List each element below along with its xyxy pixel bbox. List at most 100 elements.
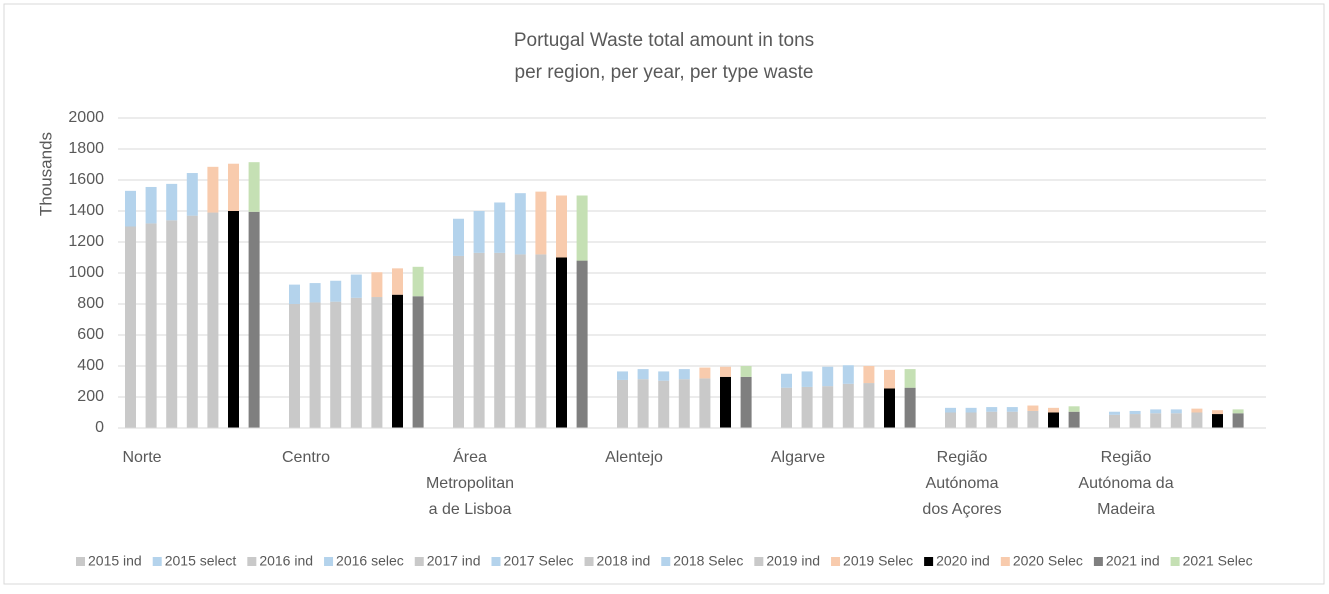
bar-segment bbox=[473, 211, 485, 253]
x-tick-label-line: Região bbox=[1101, 449, 1152, 466]
bar-segment bbox=[740, 366, 752, 377]
bar-segment bbox=[576, 195, 588, 261]
y-axis-label: Thousands bbox=[36, 132, 55, 216]
legend-swatch bbox=[247, 557, 257, 566]
legend-swatch bbox=[414, 557, 424, 566]
bar-segment bbox=[637, 369, 649, 380]
legend-label: 2019 ind bbox=[766, 553, 820, 569]
y-tick-label: 200 bbox=[77, 388, 104, 405]
bar-segment bbox=[1068, 406, 1080, 412]
bar-segment bbox=[248, 162, 260, 212]
bar-segment bbox=[1170, 409, 1182, 414]
bar-segment bbox=[1027, 410, 1039, 428]
bar-segment bbox=[884, 388, 895, 428]
bar-segment bbox=[1150, 409, 1162, 414]
bar-segment bbox=[145, 186, 157, 224]
bar-segment bbox=[145, 223, 157, 428]
legend-label: 2020 Selec bbox=[1013, 553, 1083, 569]
bar-segment bbox=[1027, 405, 1039, 411]
bar-segment bbox=[207, 212, 219, 428]
legend-swatch bbox=[584, 557, 594, 566]
bar-segment bbox=[392, 268, 403, 295]
bar-segment bbox=[842, 383, 854, 428]
x-tick-label-line: Autónoma da bbox=[1078, 475, 1173, 492]
bar-segment bbox=[166, 220, 178, 428]
bar-segment bbox=[412, 296, 424, 428]
bar-segment bbox=[740, 376, 752, 428]
bar-segment bbox=[720, 366, 731, 377]
bar-segment bbox=[350, 297, 362, 428]
y-tick-label: 1400 bbox=[68, 202, 104, 219]
legend-swatch bbox=[324, 557, 334, 566]
legend-swatch bbox=[76, 557, 85, 566]
bar-segment bbox=[678, 369, 690, 380]
bar-segment bbox=[1048, 407, 1059, 413]
legend-swatch bbox=[1170, 557, 1180, 566]
bar-segment bbox=[494, 252, 506, 428]
bar-segment bbox=[904, 369, 916, 388]
bar-segment bbox=[699, 378, 711, 428]
bar-segment bbox=[945, 412, 956, 428]
y-tick-label: 600 bbox=[77, 326, 104, 343]
x-tick-label-line: a de Lisboa bbox=[429, 501, 512, 518]
bar-segment bbox=[289, 304, 300, 428]
bar-segment bbox=[514, 193, 526, 255]
bar-segment bbox=[1232, 409, 1244, 414]
bar-segment bbox=[617, 379, 628, 428]
x-tick-label-line: Algarve bbox=[771, 449, 825, 466]
bar-segment bbox=[186, 173, 198, 216]
bar-segment bbox=[965, 407, 977, 413]
bar-segment bbox=[1150, 413, 1162, 428]
bar-segment bbox=[884, 369, 895, 389]
bar-segment bbox=[720, 376, 731, 428]
x-tick-label-line: Madeira bbox=[1097, 501, 1155, 518]
legend-swatch bbox=[754, 557, 764, 566]
bar-segment bbox=[1232, 413, 1244, 428]
bar-segment bbox=[556, 195, 567, 258]
bar-segment bbox=[658, 371, 670, 381]
legend-label: 2017 Selec bbox=[503, 553, 573, 569]
bar-segment bbox=[412, 266, 424, 297]
bar-segment bbox=[514, 254, 526, 428]
legend-label: 2018 Selec bbox=[673, 553, 743, 569]
bar-segment bbox=[637, 379, 649, 428]
bar-segment bbox=[986, 411, 998, 428]
bar-segment bbox=[453, 218, 464, 256]
bar-segment bbox=[658, 380, 670, 428]
bar-segment bbox=[678, 379, 690, 428]
bar-segment bbox=[986, 407, 998, 412]
y-tick-label: 0 bbox=[95, 419, 104, 436]
legend-label: 2021 ind bbox=[1106, 553, 1160, 569]
x-tick-label: Região Autónoma da Madeira bbox=[1078, 449, 1173, 518]
bar-segment bbox=[699, 367, 711, 379]
x-tick-label: Área Metropolitan a de Lisboa bbox=[426, 447, 514, 518]
bar-segment bbox=[330, 301, 342, 428]
bar-segment bbox=[863, 366, 875, 384]
bar-segment bbox=[801, 371, 813, 387]
bar-segment bbox=[228, 211, 239, 428]
bar-segment bbox=[392, 294, 403, 428]
x-tick-label-line: Área bbox=[453, 447, 487, 466]
chart-title: per region, per year, per type waste bbox=[515, 62, 814, 83]
legend-label: 2019 Selec bbox=[843, 553, 913, 569]
x-tick-label-line: Metropolitan bbox=[426, 475, 514, 492]
y-tick-label: 800 bbox=[77, 295, 104, 312]
bar-segment bbox=[556, 257, 567, 428]
bar-segment bbox=[186, 215, 198, 428]
bar-segment bbox=[125, 190, 136, 227]
bar-segment bbox=[965, 412, 977, 428]
legend-label: 2018 ind bbox=[597, 553, 651, 569]
x-tick-label-line: Autónoma bbox=[926, 475, 999, 492]
bar-segment bbox=[1191, 408, 1203, 413]
y-tick-label: 1600 bbox=[68, 171, 104, 188]
x-tick-label-line: dos Açores bbox=[922, 501, 1001, 518]
bar-segment bbox=[1129, 414, 1141, 428]
bar-segment bbox=[1109, 411, 1120, 415]
bar-segment bbox=[289, 284, 300, 304]
x-tick-label: Centro bbox=[282, 449, 330, 466]
legend-swatch bbox=[152, 557, 162, 566]
bar-segment bbox=[371, 297, 383, 428]
bar-segment bbox=[1006, 407, 1018, 412]
bar-segment bbox=[1129, 410, 1141, 415]
